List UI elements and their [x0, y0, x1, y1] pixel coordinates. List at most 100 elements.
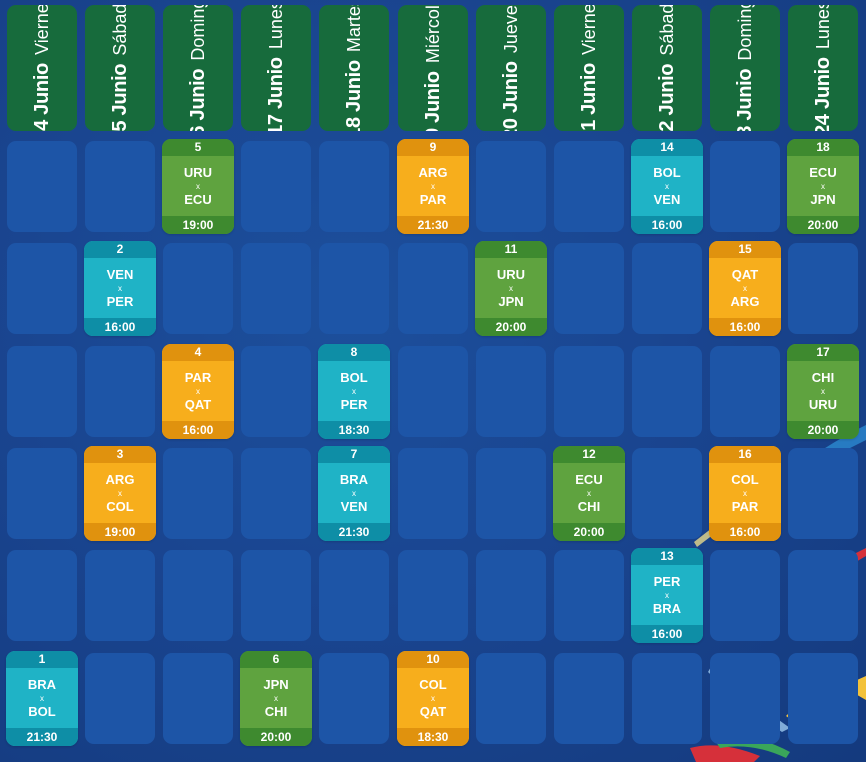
match-card[interactable]: 17 CHI x URU 20:00 [787, 344, 859, 439]
match-time: 20:00 [240, 728, 312, 746]
match-card[interactable]: 10 COL x QAT 18:30 [397, 651, 469, 746]
versus-label: x [587, 488, 591, 498]
match-card[interactable]: 9 ARG x PAR 21:30 [397, 139, 469, 234]
away-team: CHI [577, 498, 601, 514]
match-number: 4 [162, 344, 234, 361]
day-weekday: Lunes [813, 5, 833, 50]
match-teams: CHI x URU [787, 361, 859, 421]
versus-label: x [196, 386, 200, 396]
match-card[interactable]: 15 QAT x ARG 16:00 [709, 241, 781, 336]
match-number: 11 [475, 241, 547, 258]
home-team: ARG [418, 164, 448, 180]
match-time: 16:00 [631, 216, 703, 234]
away-team: PER [340, 396, 368, 412]
match-card[interactable]: 2 VEN x PER 16:00 [84, 241, 156, 336]
empty-slot [241, 346, 311, 437]
match-number: 3 [84, 446, 156, 463]
match-card[interactable]: 7 BRA x VEN 21:30 [318, 446, 390, 541]
match-card[interactable]: 1 BRA x BOL 21:30 [6, 651, 78, 746]
match-time: 20:00 [553, 523, 625, 541]
home-team: BOL [653, 164, 681, 180]
empty-slot [85, 141, 155, 232]
day-header: 20 Junio Jueves [476, 5, 546, 131]
match-number: 12 [553, 446, 625, 463]
day-header-text: 16 Junio Domingo [187, 5, 209, 131]
day-date: 17 Junio [265, 57, 287, 131]
day-header-text: 22 Junio Sábado [656, 5, 678, 131]
day-weekday: Jueves [501, 5, 521, 54]
day-date: 15 Junio [109, 63, 131, 131]
match-teams: BOL x VEN [631, 156, 703, 216]
match-number: 14 [631, 139, 703, 156]
match-card[interactable]: 12 ECU x CHI 20:00 [553, 446, 625, 541]
versus-label: x [821, 181, 825, 191]
day-date: 24 Junio [812, 57, 834, 131]
match-teams: JPN x CHI [240, 668, 312, 728]
day-weekday: Viernes [579, 5, 599, 55]
empty-slot [85, 550, 155, 641]
day-date: 19 Junio [422, 71, 444, 131]
empty-slot [554, 550, 624, 641]
match-teams: URU x JPN [475, 258, 547, 318]
home-team: QAT [731, 266, 759, 282]
match-card[interactable]: 11 URU x JPN 20:00 [475, 241, 547, 336]
day-weekday: Sábado [657, 5, 677, 56]
match-card[interactable]: 14 BOL x VEN 16:00 [631, 139, 703, 234]
versus-label: x [665, 590, 669, 600]
home-team: PAR [184, 369, 212, 385]
day-header-text: 24 Junio Lunes [812, 5, 834, 131]
day-weekday: Miércoles [423, 5, 443, 64]
day-header: 22 Junio Sábado [632, 5, 702, 131]
home-team: COL [419, 676, 447, 692]
versus-label: x [352, 488, 356, 498]
match-card[interactable]: 4 PAR x QAT 16:00 [162, 344, 234, 439]
empty-slot [710, 550, 780, 641]
match-card[interactable]: 18 ECU x JPN 20:00 [787, 139, 859, 234]
match-number: 13 [631, 548, 703, 565]
empty-slot [241, 550, 311, 641]
match-card[interactable]: 6 JPN x CHI 20:00 [240, 651, 312, 746]
empty-slot [476, 346, 546, 437]
empty-slot [398, 346, 468, 437]
day-header-text: 21 Junio Viernes [578, 5, 600, 131]
day-weekday: Martes [344, 5, 364, 53]
empty-slot [554, 141, 624, 232]
empty-slot [398, 243, 468, 334]
match-teams: QAT x ARG [709, 258, 781, 318]
away-team: QAT [184, 396, 212, 412]
match-card[interactable]: 13 PER x BRA 16:00 [631, 548, 703, 643]
empty-slot [319, 243, 389, 334]
match-teams: ARG x PAR [397, 156, 469, 216]
match-time: 16:00 [631, 625, 703, 643]
day-header: 18 Junio Martes [319, 5, 389, 131]
empty-slot [398, 550, 468, 641]
match-card[interactable]: 16 COL x PAR 16:00 [709, 446, 781, 541]
versus-label: x [40, 693, 44, 703]
versus-label: x [431, 181, 435, 191]
away-team: BOL [28, 703, 56, 719]
match-teams: PER x BRA [631, 565, 703, 625]
empty-slot [163, 243, 233, 334]
home-team: ARG [105, 471, 135, 487]
day-date: 20 Junio [500, 61, 522, 131]
day-header-text: 18 Junio Martes [343, 5, 365, 131]
empty-slot [476, 550, 546, 641]
day-weekday: Lunes [266, 5, 286, 50]
empty-slot [7, 448, 77, 539]
empty-slot [85, 653, 155, 744]
empty-slot [632, 243, 702, 334]
versus-label: x [743, 488, 747, 498]
match-teams: ECU x CHI [553, 463, 625, 523]
match-card[interactable]: 3 ARG x COL 19:00 [84, 446, 156, 541]
empty-slot [319, 550, 389, 641]
empty-slot [632, 346, 702, 437]
away-team: ARG [730, 293, 760, 309]
day-date: 18 Junio [343, 60, 365, 131]
day-header-text: 20 Junio Jueves [500, 5, 522, 131]
versus-label: x [665, 181, 669, 191]
away-team: PAR [419, 191, 447, 207]
empty-slot [319, 141, 389, 232]
home-team: CHI [811, 369, 835, 385]
match-card[interactable]: 8 BOL x PER 18:30 [318, 344, 390, 439]
match-card[interactable]: 5 URU x ECU 19:00 [162, 139, 234, 234]
